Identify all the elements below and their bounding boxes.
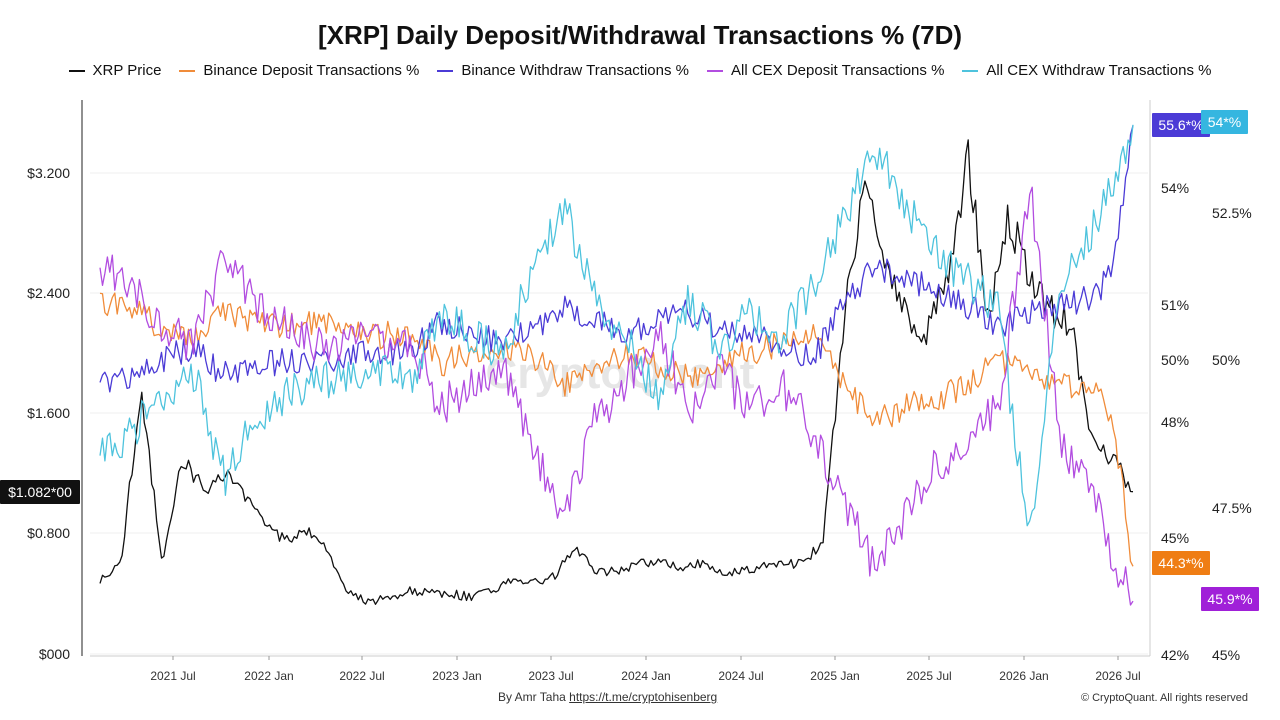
- y-right1-tick-label: 45%: [1161, 530, 1189, 546]
- y-right1-tick-label: 50%: [1161, 352, 1189, 368]
- x-tick-label: 2026 Jan: [999, 669, 1048, 683]
- legend-swatch-binance-withdraw: [437, 69, 454, 72]
- legend-item-binance-withdraw[interactable]: Binance Withdraw Transactions %: [437, 62, 689, 79]
- legend-swatch-allcex-deposit: [706, 69, 723, 72]
- x-tick-label: 2025 Jan: [810, 669, 859, 683]
- x-tick-label: 2023 Jan: [432, 669, 481, 683]
- current-value-badge: [1152, 113, 1210, 137]
- y-right1-tick-label: 54%: [1161, 180, 1189, 196]
- legend-label: Binance Deposit Transactions %: [203, 62, 420, 79]
- current-value-badge: [0, 480, 80, 504]
- y-left-tick-label: $2.400: [27, 285, 70, 301]
- legend-label: All CEX Deposit Transactions %: [730, 62, 945, 79]
- current-value-label: 55.6*%: [1158, 117, 1203, 133]
- legend-item-allcex-deposit[interactable]: All CEX Deposit Transactions %: [706, 62, 945, 79]
- legend-item-allcex-withdraw[interactable]: All CEX Withdraw Transactions %: [962, 62, 1211, 79]
- x-tick-label: 2022 Jan: [244, 669, 293, 683]
- legend-swatch-binance-deposit: [179, 69, 196, 72]
- y-right2-tick-label: 47.5%: [1212, 500, 1252, 516]
- current-value-label: 54*%: [1208, 114, 1241, 130]
- series-layer: [99, 124, 1134, 606]
- chart-legend: XRP Price Binance Deposit Transactions %…: [0, 62, 1280, 79]
- author-link[interactable]: https://t.me/cryptohisenberg: [569, 690, 718, 704]
- x-tick-label: 2024 Jan: [621, 669, 670, 683]
- author-text: By Amr Taha: [498, 690, 566, 704]
- y-right1-tick-label: 51%: [1161, 297, 1189, 313]
- y-right2-tick-label: 50%: [1212, 352, 1240, 368]
- legend-label: XRP Price: [92, 62, 162, 79]
- series-line-0: [99, 139, 1134, 605]
- x-tick-label: 2022 Jul: [339, 669, 384, 683]
- current-value-badge: [1201, 587, 1259, 611]
- footer-copyright: © CryptoQuant. All rights reserved: [1080, 692, 1248, 704]
- x-tick-label: 2025 Jul: [906, 669, 951, 683]
- x-tick-label: 2023 Jul: [528, 669, 573, 683]
- y-right1-tick-label: 42%: [1161, 647, 1189, 663]
- y-right2-tick-label: 45%: [1212, 647, 1240, 663]
- current-value-badge: [1152, 551, 1210, 575]
- legend-label: All CEX Withdraw Transactions %: [986, 62, 1212, 79]
- x-tick-label: 2026 Jul: [1095, 669, 1140, 683]
- current-value-label: $1.082*00: [8, 484, 72, 500]
- legend-item-xrp-price[interactable]: XRP Price: [68, 62, 162, 79]
- y-right1-tick-label: 48%: [1161, 414, 1189, 430]
- watermark: CryptoQuant: [486, 349, 755, 398]
- y-right2-tick-label: 52.5%: [1212, 205, 1252, 221]
- y-left-tick-label: $3.200: [27, 165, 70, 181]
- axes: $3.200 $2.400 $1.600 $0.800 $000 54% 51% 50% 48%…: [27, 100, 1252, 683]
- series-line-1: [99, 292, 1134, 567]
- y-left-tick-label: $000: [39, 646, 70, 662]
- legend-swatch-xrp-price: [68, 69, 85, 72]
- x-tick-label: 2024 Jul: [718, 669, 763, 683]
- grid-lines: [90, 172, 1148, 655]
- current-value-badge: [1201, 110, 1248, 134]
- x-tick-label: 2021 Jul: [150, 669, 195, 683]
- current-value-label: 44.3*%: [1158, 555, 1203, 571]
- series-line-2: [99, 125, 1134, 393]
- current-value-label: 45.9*%: [1207, 591, 1252, 607]
- legend-label: Binance Withdraw Transactions %: [461, 62, 689, 79]
- current-value-badges: $1.082*00 55.6*% 54*% 44.3*% 45.9*%: [0, 110, 1259, 611]
- y-left-tick-label: $1.600: [27, 405, 70, 421]
- y-left-tick-label: $0.800: [27, 525, 70, 541]
- chart-title: [XRP] Daily Deposit/Withdrawal Transacti…: [317, 20, 963, 50]
- series-line-4: [99, 124, 1134, 527]
- legend-swatch-allcex-withdraw: [962, 69, 979, 72]
- footer-author: By Amr Taha https://t.me/cryptohisenberg: [498, 690, 717, 704]
- series-line-3: [99, 186, 1134, 606]
- legend-item-binance-deposit[interactable]: Binance Deposit Transactions %: [179, 62, 419, 79]
